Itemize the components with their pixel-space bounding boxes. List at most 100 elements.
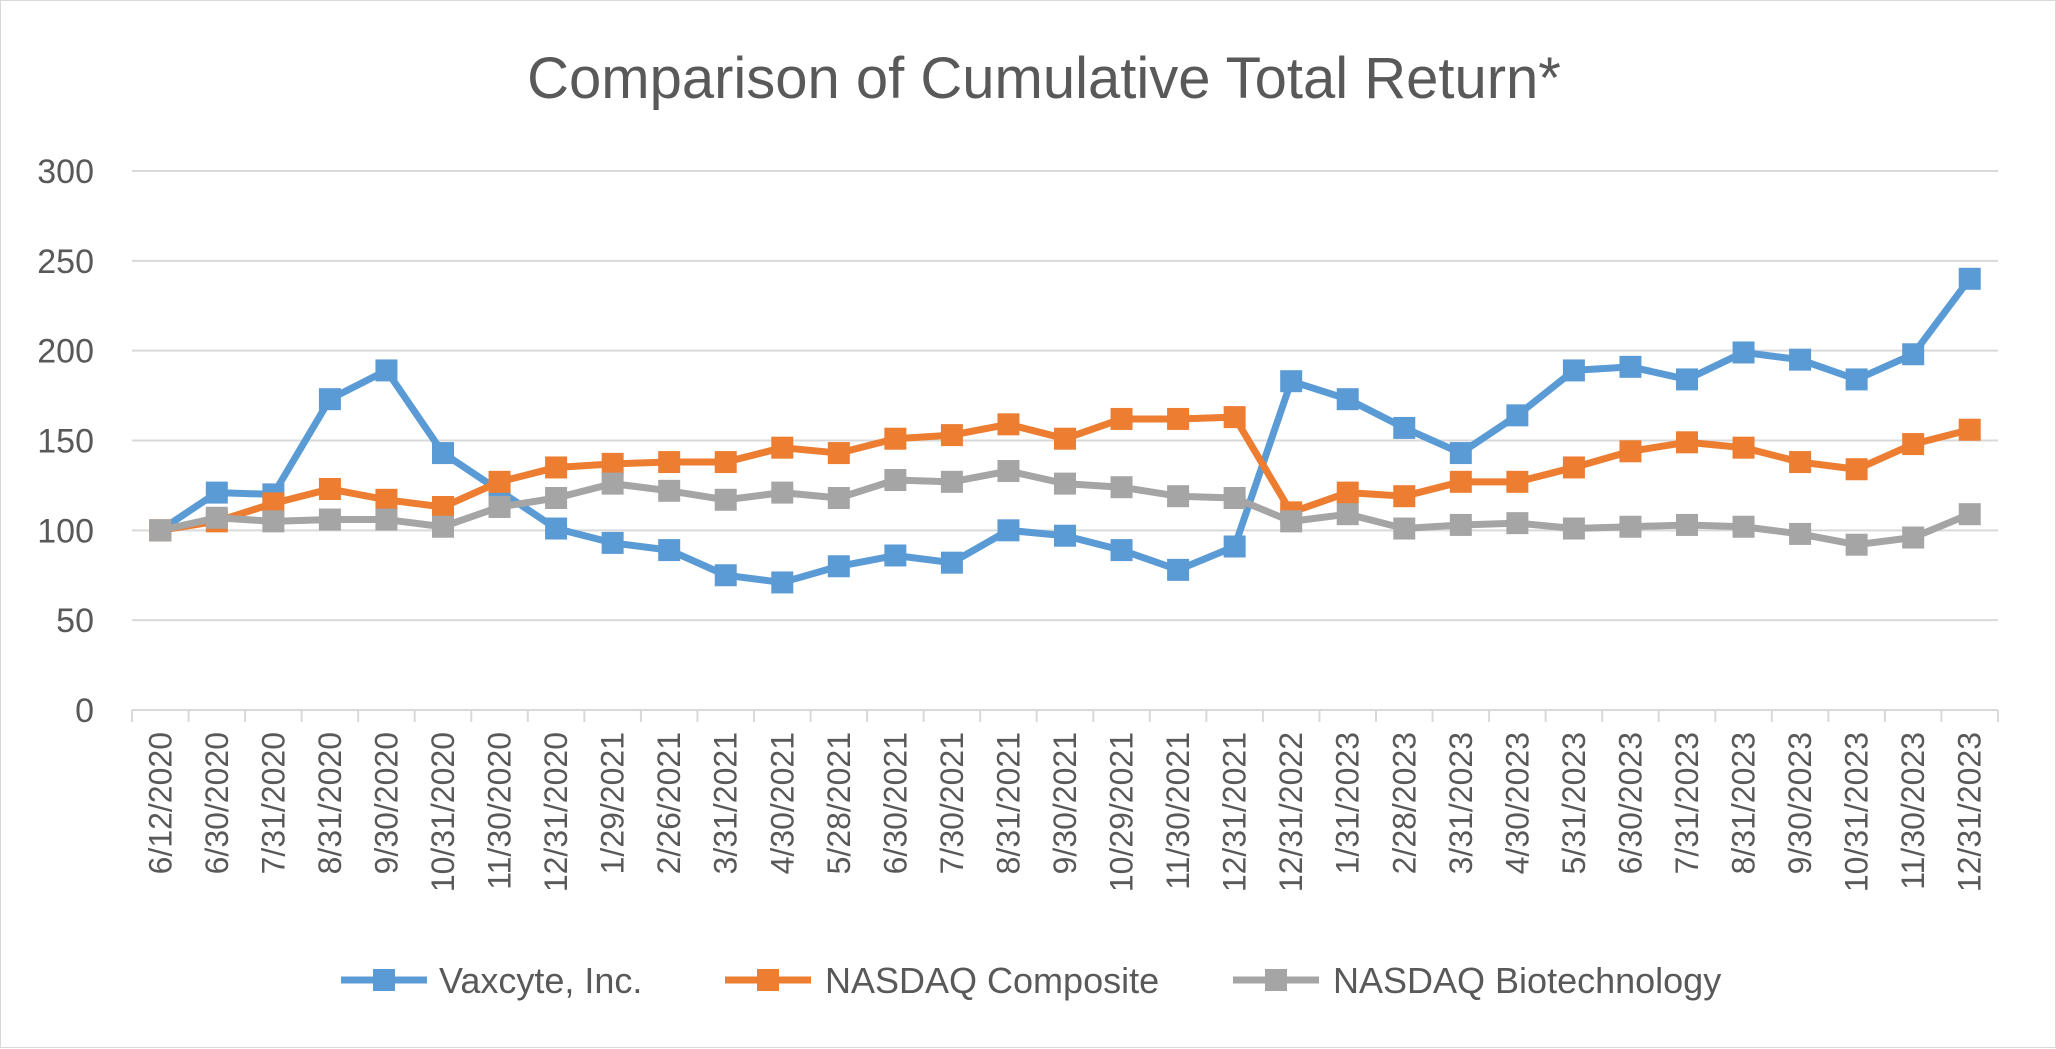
data-point xyxy=(1732,341,1755,364)
data-point xyxy=(658,451,681,474)
x-tick-label: 1/31/2023 xyxy=(1330,732,1366,874)
data-point xyxy=(1562,517,1585,540)
legend: Vaxcyte, Inc. NASDAQ Composite NASDAQ Biot… xyxy=(341,960,1721,1001)
data-point xyxy=(1619,515,1642,538)
data-point xyxy=(1054,524,1076,547)
data-point xyxy=(1845,368,1868,391)
y-tick-label: 50 xyxy=(56,602,94,640)
data-point xyxy=(601,531,624,554)
data-point xyxy=(1958,418,1981,441)
data-point xyxy=(488,470,511,493)
data-point xyxy=(1506,470,1529,493)
data-point xyxy=(1676,368,1698,391)
data-point xyxy=(714,451,737,474)
data-point xyxy=(827,442,850,465)
data-point xyxy=(601,472,624,495)
data-point xyxy=(771,436,794,459)
data-point xyxy=(318,508,341,531)
data-point xyxy=(997,460,1020,483)
x-tick-label: 6/30/2023 xyxy=(1612,732,1648,874)
x-tick-label: 6/30/2020 xyxy=(199,732,235,874)
data-point xyxy=(658,479,681,502)
data-point xyxy=(262,510,285,533)
data-point xyxy=(1676,513,1698,536)
legend-label: Vaxcyte, Inc. xyxy=(439,960,642,1001)
data-point xyxy=(771,571,794,594)
chart-title: Comparison of Cumulative Total Return* xyxy=(527,46,1561,111)
legend-marker xyxy=(1265,969,1287,991)
x-tick-label: 7/31/2020 xyxy=(255,732,291,874)
data-point xyxy=(1336,503,1359,526)
x-tick-label: 5/28/2021 xyxy=(821,732,857,874)
data-point xyxy=(375,508,398,531)
legend-marker xyxy=(757,969,779,991)
data-point xyxy=(1223,406,1246,429)
legend-item: NASDAQ Composite xyxy=(725,960,1159,1001)
data-point xyxy=(940,470,963,493)
x-tick-label: 2/26/2021 xyxy=(651,732,687,874)
data-point xyxy=(1902,433,1925,456)
data-point xyxy=(545,456,568,479)
x-tick-label: 1/29/2021 xyxy=(595,732,631,874)
data-point xyxy=(884,427,907,450)
data-point xyxy=(262,492,285,515)
x-tick-label: 9/30/2020 xyxy=(368,732,404,874)
data-point xyxy=(940,424,963,447)
data-point xyxy=(545,486,568,509)
data-point xyxy=(884,544,907,567)
x-tick-label: 12/31/2023 xyxy=(1952,732,1988,892)
data-point xyxy=(205,481,228,504)
x-tick-label: 10/29/2021 xyxy=(1104,732,1140,892)
data-point xyxy=(1393,517,1416,540)
data-point xyxy=(318,478,341,501)
data-point xyxy=(1280,370,1303,393)
data-point xyxy=(1280,510,1303,533)
x-axis xyxy=(131,709,1999,722)
data-point xyxy=(1054,472,1076,495)
data-point xyxy=(1167,485,1190,508)
data-point xyxy=(1902,526,1925,549)
data-point xyxy=(997,519,1020,542)
y-tick-label: 250 xyxy=(37,243,94,281)
data-point xyxy=(318,388,341,411)
data-point xyxy=(1110,539,1133,562)
data-point xyxy=(1676,431,1698,454)
data-point xyxy=(1958,267,1981,290)
data-point xyxy=(1336,388,1359,411)
x-tick-label: 4/30/2023 xyxy=(1499,732,1535,874)
data-point xyxy=(1732,436,1755,459)
data-point xyxy=(205,506,228,529)
x-tick-label: 2/28/2023 xyxy=(1386,732,1422,874)
data-point xyxy=(1845,533,1868,556)
data-point xyxy=(658,539,681,562)
data-point xyxy=(1958,503,1981,526)
data-point xyxy=(1789,522,1812,545)
x-tick-label: 12/31/2022 xyxy=(1273,732,1309,892)
data-point xyxy=(1902,343,1925,366)
data-point xyxy=(1167,407,1190,430)
data-point xyxy=(714,564,737,587)
legend-label: NASDAQ Biotechnology xyxy=(1333,960,1721,1001)
data-point xyxy=(1054,427,1076,450)
data-point xyxy=(545,517,568,540)
x-tick-label: 9/30/2023 xyxy=(1782,732,1818,874)
series-layer xyxy=(149,267,1981,594)
x-tick-label: 9/30/2021 xyxy=(1047,732,1083,874)
x-tick-label: 5/31/2023 xyxy=(1556,732,1592,874)
data-point xyxy=(1506,404,1529,427)
x-tick-label: 3/31/2021 xyxy=(708,732,744,874)
data-point xyxy=(1619,355,1642,378)
data-point xyxy=(1223,486,1246,509)
data-point xyxy=(714,488,737,511)
x-tick-label: 8/31/2023 xyxy=(1726,732,1762,874)
data-point xyxy=(1789,451,1812,474)
x-tick-label: 11/30/2020 xyxy=(482,732,518,890)
data-point xyxy=(149,519,172,542)
x-tick-label: 6/30/2021 xyxy=(877,732,913,874)
series-1 xyxy=(149,406,1981,542)
x-tick-label: 11/30/2021 xyxy=(1160,732,1196,890)
x-tick-label: 12/31/2021 xyxy=(1217,732,1253,892)
data-point xyxy=(1110,407,1133,430)
data-point xyxy=(432,515,454,538)
